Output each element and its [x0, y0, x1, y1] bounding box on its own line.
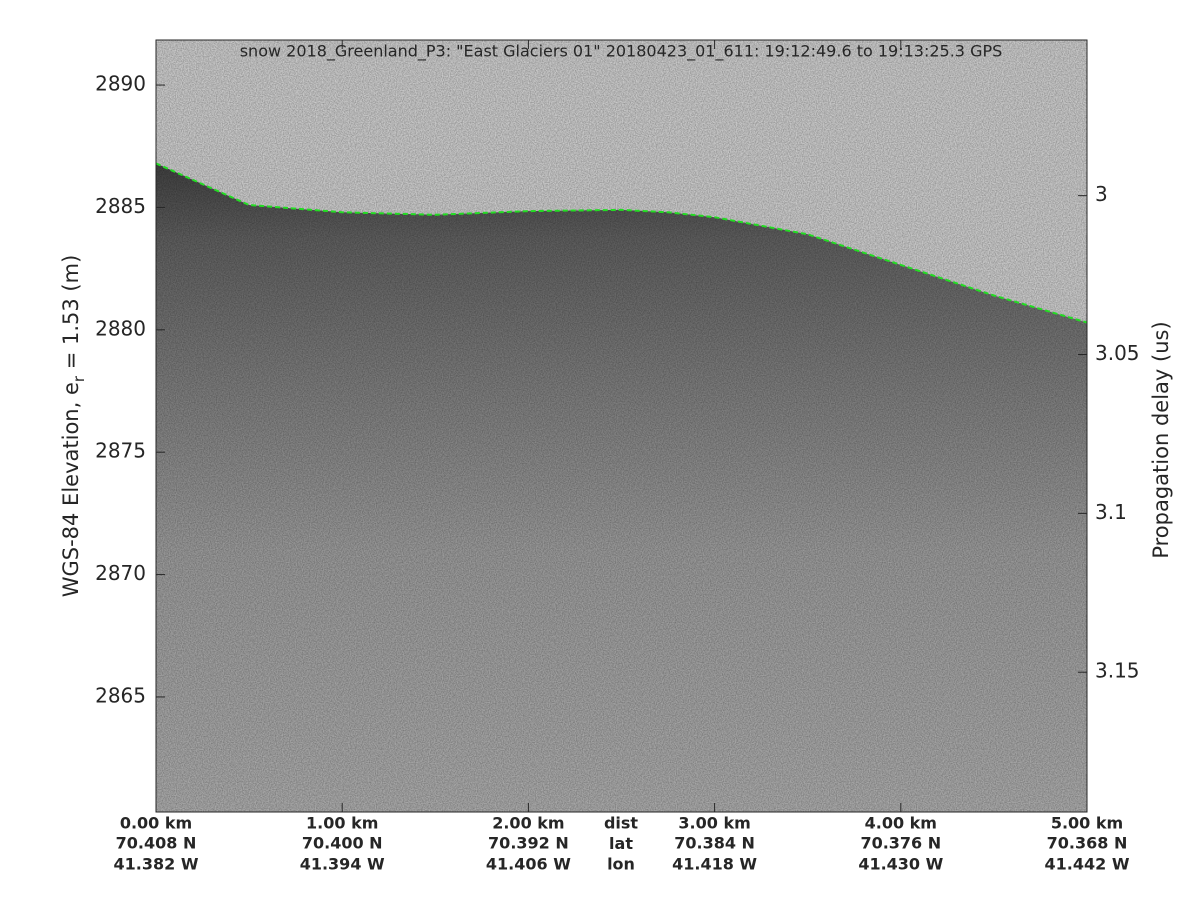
- y-tick-label: 2865: [95, 683, 146, 707]
- x-tick-label: 1.00 km: [306, 814, 378, 833]
- y2-tick-label: 3.15: [1095, 659, 1140, 683]
- echogram-noise: [156, 40, 1087, 812]
- surface-line: [155, 162, 1088, 324]
- x-row-label: dist: [604, 814, 638, 833]
- x-row-label: lon: [607, 855, 635, 874]
- x-tick-label: 0.00 km: [120, 814, 192, 833]
- x-lat-label: 70.408 N: [116, 834, 197, 853]
- x-lat-label: 70.392 N: [488, 834, 569, 853]
- x-lon-label: 41.406 W: [486, 855, 571, 874]
- y-tick-label: 2880: [95, 316, 146, 340]
- x-tick-label: 5.00 km: [1051, 814, 1123, 833]
- plot-frame: [155, 39, 1088, 813]
- y-tick-label: 2890: [95, 72, 146, 96]
- y-tick-label: 2885: [95, 194, 146, 218]
- y2-tick-label: 3: [1095, 182, 1108, 206]
- x-lon-label: 41.394 W: [300, 855, 385, 874]
- y-label-subscript: r: [70, 375, 88, 382]
- y2-axis-label: Propagation delay (us): [1149, 321, 1173, 558]
- x-lat-label: 70.384 N: [674, 834, 755, 853]
- x-lat-label: 70.376 N: [860, 834, 941, 853]
- x-lon-label: 41.382 W: [114, 855, 199, 874]
- x-lon-label: 41.418 W: [672, 855, 757, 874]
- x-tick-label: 2.00 km: [492, 814, 564, 833]
- y-label-text: = 1.53 (m): [59, 255, 83, 376]
- x-lat-label: 70.368 N: [1047, 834, 1128, 853]
- x-tick-label: 3.00 km: [678, 814, 750, 833]
- y-label-text: WGS-84 Elevation, e: [59, 382, 83, 597]
- y-tick-label: 2875: [95, 439, 146, 463]
- x-lat-label: 70.400 N: [302, 834, 383, 853]
- x-tick-label: 4.00 km: [865, 814, 937, 833]
- x-lon-label: 41.442 W: [1045, 855, 1130, 874]
- y-tick-label: 2870: [95, 561, 146, 585]
- x-lon-label: 41.430 W: [858, 855, 943, 874]
- x-row-label: lat: [609, 834, 633, 853]
- y-axis-label: WGS-84 Elevation, er = 1.53 (m): [59, 255, 88, 598]
- y2-tick-label: 3.1: [1095, 500, 1127, 524]
- chart-title: snow 2018_Greenland_P3: "East Glaciers 0…: [240, 42, 1003, 62]
- y2-tick-label: 3.05: [1095, 341, 1140, 365]
